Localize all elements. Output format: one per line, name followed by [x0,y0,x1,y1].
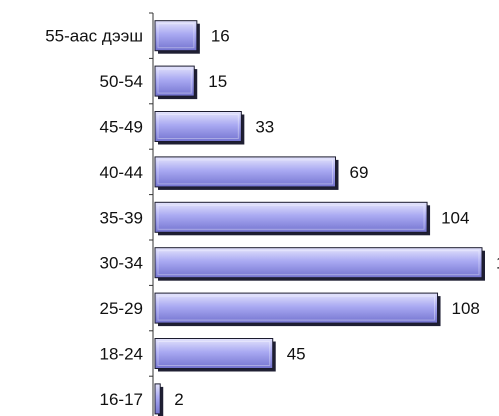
category-label: 45-49 [100,118,143,137]
category-label: 55-аас дээш [45,27,143,46]
category-label: 50-54 [100,72,143,91]
value-label: 69 [350,163,369,182]
category-label: 25-29 [100,299,143,318]
category-label: 35-39 [100,208,143,227]
bar-rect [154,65,195,97]
bar-rect [154,111,242,142]
value-label: 104 [441,208,469,227]
bar-5 [154,201,431,236]
bar-rect [154,247,483,279]
bar-9 [154,383,164,416]
bar-1 [154,20,200,54]
value-label: 45 [287,345,306,364]
bar-bevel [157,295,436,321]
bar-bevel [157,204,425,230]
category-label: 30-34 [100,254,143,273]
bar-bevel [157,159,334,185]
bar-rect [154,156,337,188]
bar-2 [154,65,198,100]
value-label: 33 [255,118,274,137]
bar-bevel [157,114,239,139]
value-label: 2 [174,390,183,409]
bar-bevel [157,68,192,94]
category-label: 18-24 [100,345,143,364]
category-axis [149,12,154,416]
bar-rect [154,292,439,324]
category-label: 16-17 [100,390,143,409]
bar-rect [154,338,274,369]
bar-bevel [157,250,480,276]
bar-bevel [157,23,195,49]
value-label: 15 [208,72,227,91]
bar-rect [154,20,198,52]
value-labels-group: 16 15 33 69 104 125 108 45 2 [174,27,499,409]
bar-rect [154,201,428,233]
bar-rect [154,383,161,415]
bar-4 [154,156,339,190]
category-label: 40-44 [100,163,143,182]
value-label: 16 [211,27,230,46]
bar-bevel [157,341,271,366]
category-labels-group: 55-аас дээш 50-54 45-49 40-44 35-39 30-34 25-2… [45,27,143,409]
bar-3 [154,111,245,145]
bar-8 [154,338,276,372]
value-label: 108 [452,299,480,318]
bar-7 [154,292,441,327]
value-label: 125 [496,254,499,273]
bar-6 [154,247,485,281]
bars-group [154,20,485,416]
